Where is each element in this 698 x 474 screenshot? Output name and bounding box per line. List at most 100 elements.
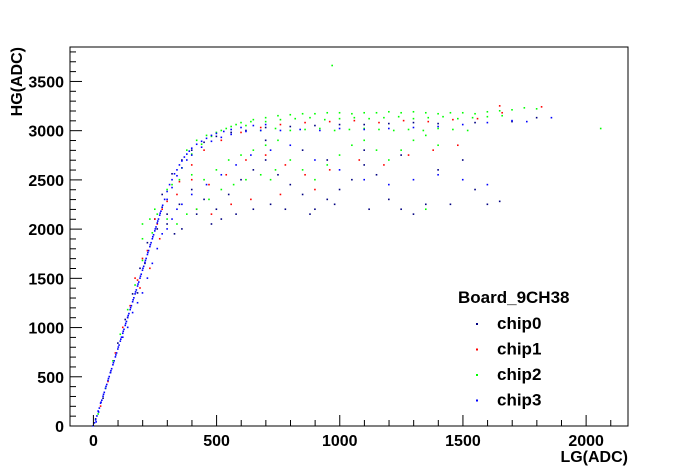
data-point (289, 125, 292, 128)
data-point (437, 127, 439, 130)
data-point (486, 115, 489, 118)
legend-label: chip1 (497, 340, 541, 359)
data-point (476, 117, 479, 120)
data-point (540, 106, 543, 108)
data-point (95, 421, 97, 423)
data-point (427, 120, 430, 123)
data-point (149, 218, 151, 220)
data-point (186, 153, 188, 155)
data-point (205, 183, 208, 186)
data-point (351, 112, 353, 115)
data-point (353, 116, 356, 119)
data-point (159, 212, 162, 214)
data-point (142, 267, 144, 270)
data-point (230, 203, 232, 206)
data-point (225, 127, 228, 130)
data-point (190, 164, 193, 166)
data-point (220, 139, 223, 142)
legend-marker (476, 323, 478, 325)
data-point (449, 203, 452, 206)
data-point (326, 164, 329, 166)
data-point (304, 173, 306, 176)
data-point (264, 159, 267, 161)
data-point (230, 131, 232, 134)
legend-label: chip0 (497, 314, 541, 333)
data-point (269, 178, 272, 181)
data-point (102, 393, 105, 396)
data-point (284, 164, 287, 166)
data-point (437, 112, 439, 115)
data-point (240, 131, 242, 134)
data-point (412, 121, 415, 124)
data-point (122, 330, 125, 333)
series-chip2 (97, 64, 602, 415)
legend: Board_9CH38 chip0 chip1 chip2 chip3 (458, 288, 570, 410)
data-point (452, 118, 454, 121)
data-point (157, 218, 160, 220)
data-point (314, 178, 316, 181)
data-point (183, 156, 186, 158)
data-point (400, 111, 402, 114)
data-point (309, 116, 311, 119)
data-point (136, 279, 139, 281)
data-point (289, 159, 292, 161)
data-point (158, 237, 161, 240)
data-point (203, 178, 205, 181)
data-point (326, 159, 329, 161)
data-point (151, 232, 154, 234)
data-point (486, 183, 489, 186)
data-point (252, 149, 255, 151)
data-point (259, 126, 262, 129)
data-point (146, 249, 149, 252)
y-tick-label: 3500 (28, 74, 64, 91)
data-point (427, 116, 430, 119)
data-point (274, 169, 277, 171)
data-point (124, 322, 127, 325)
data-point (284, 208, 287, 211)
data-point (309, 213, 311, 215)
data-point (232, 183, 235, 186)
data-point (437, 122, 439, 125)
x-tick-label: 500 (203, 433, 230, 450)
data-point (220, 218, 223, 220)
data-point (117, 346, 120, 348)
data-point (150, 241, 152, 244)
data-point (250, 154, 252, 156)
data-point (424, 134, 427, 137)
data-point (137, 281, 140, 283)
data-point (161, 233, 163, 235)
data-point (105, 383, 108, 386)
data-point (156, 223, 159, 225)
data-point (161, 204, 164, 207)
data-point (215, 135, 218, 138)
data-point (422, 129, 425, 132)
data-point (375, 173, 378, 176)
data-point (129, 306, 132, 309)
data-point (151, 262, 154, 265)
data-point (338, 127, 341, 130)
data-point (147, 249, 150, 252)
data-point (301, 149, 304, 151)
x-tick-label: 1000 (322, 433, 358, 450)
data-point (378, 128, 380, 131)
data-point (358, 159, 361, 161)
data-point (338, 117, 341, 120)
data-point (156, 228, 159, 230)
data-point (115, 352, 118, 354)
data-point (351, 178, 353, 181)
data-point (144, 262, 146, 265)
legend-entry-chip1: chip1 (476, 340, 541, 359)
data-point (176, 193, 178, 196)
data-point (363, 128, 365, 131)
data-point (195, 139, 198, 142)
data-point (141, 259, 144, 262)
data-point (190, 193, 193, 196)
data-point (225, 173, 228, 176)
data-point (114, 352, 117, 354)
data-point (134, 293, 136, 295)
ticks-layer (70, 51, 612, 427)
data-point (102, 397, 104, 400)
data-point (119, 333, 122, 336)
data-point (220, 173, 223, 176)
data-point (363, 178, 365, 181)
